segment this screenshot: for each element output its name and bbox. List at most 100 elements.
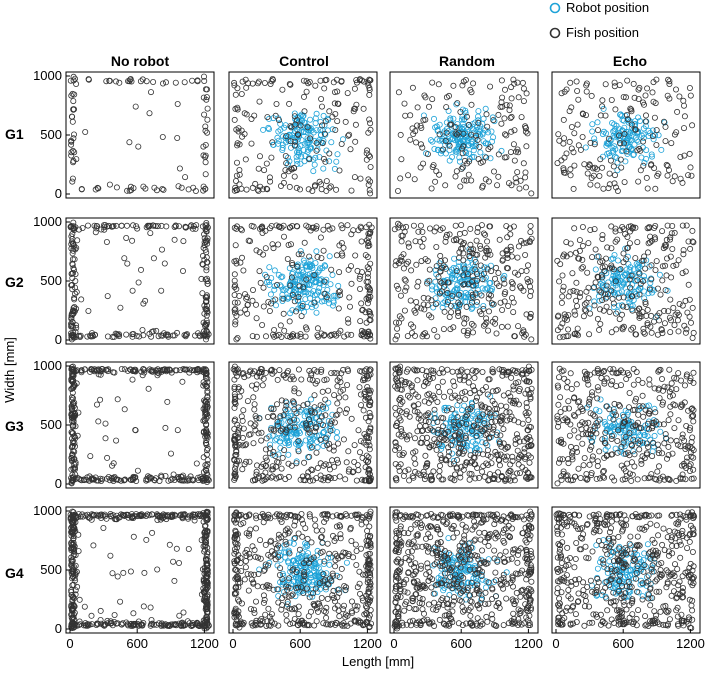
robot-point [293, 157, 300, 164]
fish-point [643, 312, 650, 319]
robot-point [601, 128, 608, 135]
fish-point [192, 225, 199, 232]
fish-point [116, 331, 123, 338]
fish-point [446, 388, 453, 395]
y-tick-label: 500 [40, 273, 62, 288]
robot-point [609, 144, 616, 151]
fish-point [589, 254, 596, 261]
fish-point [365, 466, 372, 473]
fish-point [504, 246, 511, 253]
fish-point [397, 292, 404, 299]
fish-point [202, 159, 209, 166]
fish-point [241, 291, 248, 298]
fish-point [575, 465, 582, 472]
fish-point [393, 282, 400, 289]
fish-point [198, 275, 205, 282]
fish-point [623, 304, 630, 311]
fish-point [351, 442, 358, 449]
fish-point [466, 158, 473, 165]
fish-point [642, 300, 649, 307]
fish-point [624, 460, 631, 467]
fish-point [262, 446, 269, 453]
fish-point [662, 243, 669, 250]
fish-point [577, 146, 584, 153]
robot-point [635, 287, 642, 294]
fish-point [311, 272, 318, 279]
fish-point [485, 477, 492, 484]
fish-point [639, 379, 646, 386]
fish-point [624, 245, 631, 252]
fish-point [262, 245, 269, 252]
fish-point [70, 403, 77, 410]
fish-point [452, 425, 459, 432]
fish-point [492, 418, 499, 425]
fish-point [420, 235, 427, 242]
fish-point [264, 114, 271, 121]
fish-point [397, 401, 404, 408]
fish-point [110, 369, 117, 376]
fish-point [414, 428, 421, 435]
fish-point [102, 366, 109, 373]
fish-point [158, 246, 165, 253]
fish-point [677, 153, 684, 160]
fish-point [306, 376, 313, 383]
fish-point [142, 297, 149, 304]
robot-point [630, 152, 637, 159]
fish-point [686, 150, 693, 157]
fish-point [504, 250, 511, 257]
fish-point [505, 390, 512, 397]
fish-point [681, 152, 688, 159]
fish-point [91, 366, 98, 373]
fish-point [200, 328, 207, 335]
fish-point [321, 290, 328, 297]
fish-point [148, 328, 155, 335]
fish-point [496, 236, 503, 243]
fish-point [659, 277, 666, 284]
fish-point [635, 411, 642, 418]
fish-point [232, 436, 239, 443]
fish-point [456, 291, 463, 298]
fish-point [644, 185, 651, 192]
fish-point [608, 223, 615, 230]
fish-point [417, 439, 424, 446]
fish-point [280, 310, 287, 317]
fish-point [70, 400, 77, 407]
robot-point [288, 430, 295, 437]
fish-point [392, 460, 399, 467]
fish-point [367, 428, 374, 435]
fish-point [648, 262, 655, 269]
fish-point [488, 268, 495, 275]
robot-point [625, 273, 632, 280]
robot-point [431, 145, 438, 152]
fish-point [613, 326, 620, 333]
fish-point [452, 124, 459, 131]
fish-point [567, 79, 574, 86]
fish-point [159, 185, 166, 192]
fish-point [361, 367, 368, 374]
fish-point [401, 276, 408, 283]
panel-frame [65, 217, 215, 345]
fish-point [500, 392, 507, 399]
fish-point [527, 473, 534, 480]
fish-point [129, 376, 136, 383]
fish-point [417, 164, 424, 171]
fish-point [242, 156, 249, 163]
fish-point [352, 252, 359, 259]
fish-point [613, 184, 620, 191]
fish-point [452, 222, 459, 229]
fish-point [679, 270, 686, 277]
robot-point [487, 155, 494, 162]
robot-point [612, 153, 619, 160]
fish-point [87, 453, 94, 460]
fish-point [451, 382, 458, 389]
fish-point [203, 259, 210, 266]
fish-point [72, 277, 79, 284]
fish-point [652, 185, 659, 192]
robot-point [646, 284, 653, 291]
fish-point [268, 367, 275, 374]
fish-point [335, 289, 342, 296]
fish-point [634, 239, 641, 246]
fish-point [503, 369, 510, 376]
fish-point [201, 242, 208, 249]
fish-point [272, 112, 279, 119]
